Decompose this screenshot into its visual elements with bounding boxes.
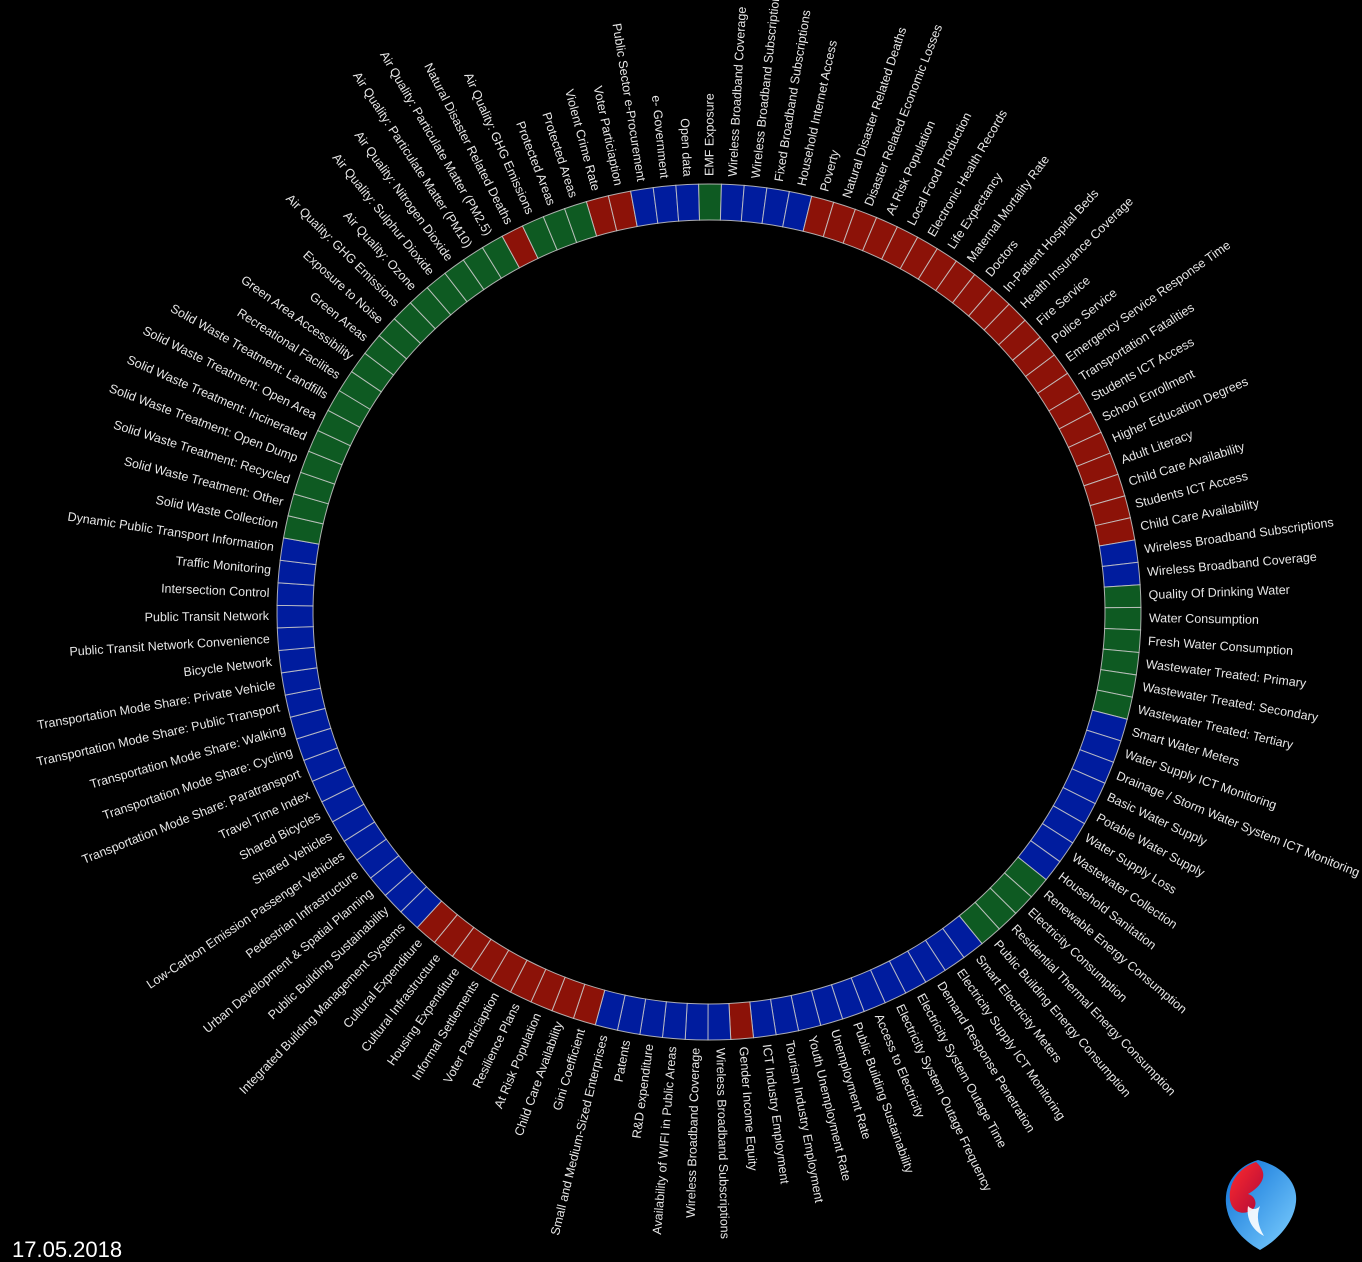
segment-label: Patents <box>612 1039 634 1083</box>
segment-label: Bicycle Network <box>183 655 274 679</box>
segment-label: Wireless Broadband Subscriptions <box>713 1048 732 1239</box>
wheel-center <box>315 222 1103 1002</box>
wheel-segment <box>675 183 701 222</box>
segment-label: Intersection Control <box>161 581 270 600</box>
segment-label: Fresh Water Consumption <box>1148 634 1294 658</box>
segment-label: Quality Of Drinking Water <box>1148 583 1290 602</box>
wheel-segment <box>276 626 316 652</box>
wheel-segment <box>1102 627 1142 654</box>
segment-label: Traffic Monitoring <box>175 554 272 577</box>
segment-label: Wireless Broadband Coverage <box>1147 550 1318 579</box>
wheel-segment <box>563 201 598 244</box>
segment-label: Wireless Broadband Coverage <box>726 6 749 177</box>
segment-label: EMF Exposure <box>702 93 716 176</box>
wheel-segment <box>1101 561 1141 588</box>
wheel-segment <box>684 1002 709 1041</box>
wheel-segment <box>1103 584 1142 609</box>
segment-label: Water Consumption <box>1149 611 1259 627</box>
segment-label: Gender Income Equity <box>736 1046 760 1172</box>
segment-label: Transportation Mode Share: Private Vehic… <box>36 678 276 732</box>
date-label: 17.05.2018 <box>12 1237 123 1262</box>
swisscom-logo-icon <box>1225 1160 1297 1250</box>
segment-label: Public Transit Network <box>145 609 270 624</box>
wheel-segment <box>276 582 315 607</box>
segment-label: Small and Medium-Sized Enterprises <box>548 1034 610 1237</box>
segment-label: Wireless Broadband Coverage <box>684 1048 703 1219</box>
segment-label: Emergency Service Response Time <box>1063 238 1233 365</box>
indicator-ring <box>276 183 1142 1041</box>
wheel-segment <box>278 646 318 674</box>
wheel-segment <box>728 1001 755 1040</box>
wheel-segment <box>719 183 745 222</box>
wheel-segment <box>698 183 722 221</box>
wheel-segment <box>707 1002 732 1041</box>
segment-label: Poverty <box>817 148 842 193</box>
wheel-segment <box>1104 606 1142 631</box>
wheel-segment <box>276 604 314 629</box>
segment-label: e- Government <box>649 95 672 180</box>
wheel-segment <box>652 184 680 224</box>
segment-label: Public Transit Network Convenience <box>69 632 270 659</box>
segment-label: R&D expenditure <box>630 1043 657 1139</box>
segment-label: Availability of WIFI in Public Areas <box>650 1046 679 1235</box>
segment-label: Open data <box>678 118 695 177</box>
